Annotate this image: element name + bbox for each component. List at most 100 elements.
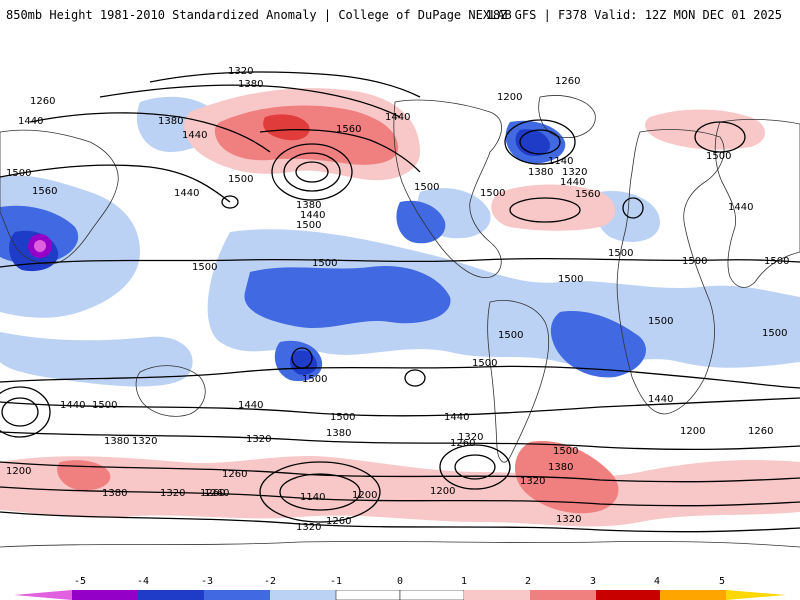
contour-label: 1500 <box>330 412 355 423</box>
contour-label: 1500 <box>682 256 707 267</box>
contour-label: 1380 <box>104 436 129 447</box>
contour-1440-north <box>29 112 271 153</box>
contour-label: 1440 <box>18 116 43 127</box>
shade-p3-core <box>263 114 310 141</box>
contour-1200-south <box>0 511 800 533</box>
colorbar-seg-p01 <box>399 590 465 600</box>
shade-p2-south-atlantic <box>514 441 619 514</box>
contour-label: 1320 <box>296 522 321 533</box>
contour-1380-south <box>0 431 800 451</box>
contour-1500-north <box>0 164 231 203</box>
map-title: 850mb Height 1981-2010 Standardized Anom… <box>6 8 512 22</box>
contour-label: 1500 <box>553 446 578 457</box>
contour-label: 1440 <box>560 177 585 188</box>
contour-label: 1320 <box>246 434 271 445</box>
shade-n2-south-atlantic <box>550 311 646 378</box>
contour-label: 1500 <box>480 188 505 199</box>
contour-label: 1500 <box>764 256 789 267</box>
contour-label: 1500 <box>558 274 583 285</box>
low-south-indian-1 <box>0 386 51 438</box>
contour-label: 1200 <box>497 92 522 103</box>
contour-label: 1500 <box>762 328 787 339</box>
contour-label: 1320 <box>520 476 545 487</box>
contour-label: 1500 <box>228 174 253 185</box>
contour-label: 1380 <box>102 488 127 499</box>
colorbar-tick: -4 <box>136 576 150 587</box>
colorbar-tick: -3 <box>200 576 214 587</box>
colorbar-tick: -2 <box>263 576 277 587</box>
contour-1500-mid <box>0 257 800 268</box>
low-nw-pacific <box>221 195 239 209</box>
contour-1320-north <box>149 71 421 98</box>
shade-n2-pacific <box>244 266 451 329</box>
contour-label: 1440 <box>444 412 469 423</box>
contour-label: 1440 <box>60 400 85 411</box>
contour-label: 1320 <box>132 436 157 447</box>
contour-label: 1500 <box>92 400 117 411</box>
contour-label: 1440 <box>648 394 673 405</box>
colorbar-seg-n34 <box>138 590 204 600</box>
low-east-1 <box>694 121 746 153</box>
contour-label: 1500 <box>6 168 31 179</box>
contour-label: 1500 <box>192 262 217 273</box>
colorbar-seg-p5 <box>726 590 786 600</box>
contour-1560-north <box>259 129 421 173</box>
contour-label: 1440 <box>238 400 263 411</box>
colorbar-tick: 4 <box>653 576 661 587</box>
shade-n1-south-indian <box>0 332 193 387</box>
anomaly-fill-p3 <box>263 114 310 141</box>
coast-greenland <box>538 95 596 138</box>
contour-label: 1320 <box>562 167 587 178</box>
contour-label: 1440 <box>300 210 325 221</box>
colorbar-seg-p45 <box>660 590 726 600</box>
shade-p1-europe <box>645 109 765 150</box>
low-north-pacific-3 <box>295 161 329 183</box>
shade-n5-core <box>34 240 46 252</box>
colorbar-seg-p34 <box>596 590 660 600</box>
contour-label: 1260 <box>200 488 225 499</box>
colorbar-seg-n23 <box>204 590 270 600</box>
colorbar-seg-n5 <box>14 590 72 600</box>
contour-label: 1560 <box>32 186 57 197</box>
colorbar-seg-n12 <box>270 590 336 600</box>
low-north-pacific-1 <box>271 143 353 201</box>
contour-label: 1500 <box>498 330 523 341</box>
contour-1380-north <box>99 84 401 118</box>
colorbar-tick: -1 <box>329 576 343 587</box>
contour-label: 1320 <box>458 432 483 443</box>
colorbar-seg-n45 <box>72 590 138 600</box>
shade-n1-tropics <box>207 229 800 368</box>
contour-label: 1500 <box>302 374 327 385</box>
contour-label: 1260 <box>748 426 773 437</box>
contour-label: 1500 <box>648 316 673 327</box>
coast-europe-africa <box>616 129 725 415</box>
contour-1440-south <box>0 397 800 417</box>
contour-label: 1380 <box>528 167 553 178</box>
colorbar-tick: 5 <box>718 576 726 587</box>
contour-label: 1500 <box>608 248 633 259</box>
contour-label: 1560 <box>575 189 600 200</box>
contour-label: 1200 <box>680 426 705 437</box>
model-run-info: 18Z GFS | F378 Valid: 12Z MON DEC 01 202… <box>485 8 782 22</box>
low-labrador-1 <box>504 119 576 165</box>
low-south-pacific-2 <box>279 473 361 511</box>
coast-antarctica <box>0 541 800 548</box>
coast-south-america <box>487 300 549 463</box>
contour-1320-south <box>0 461 800 483</box>
colorbar-tick: 1 <box>460 576 468 587</box>
contour-label: 1260 <box>30 96 55 107</box>
shade-n2-nw-america <box>396 200 446 244</box>
contour-label: 1500 <box>296 220 321 231</box>
anomaly-map: 1320 1380 1260 1440 1380 1440 1560 1440 … <box>0 42 800 558</box>
colorbar-tick: 2 <box>524 576 532 587</box>
colorbar-svg <box>14 590 786 600</box>
low-pacific-small <box>291 347 313 369</box>
colorbar-seg-p12 <box>464 590 530 600</box>
contour-label: 1500 <box>706 151 731 162</box>
contour-1500-south <box>0 365 800 389</box>
colorbar-seg-p23 <box>530 590 596 600</box>
contour-label: 1320 <box>228 66 253 77</box>
colorbar-tick: 0 <box>396 576 404 587</box>
contour-label: 1440 <box>385 112 410 123</box>
contour-label: 1500 <box>312 258 337 269</box>
